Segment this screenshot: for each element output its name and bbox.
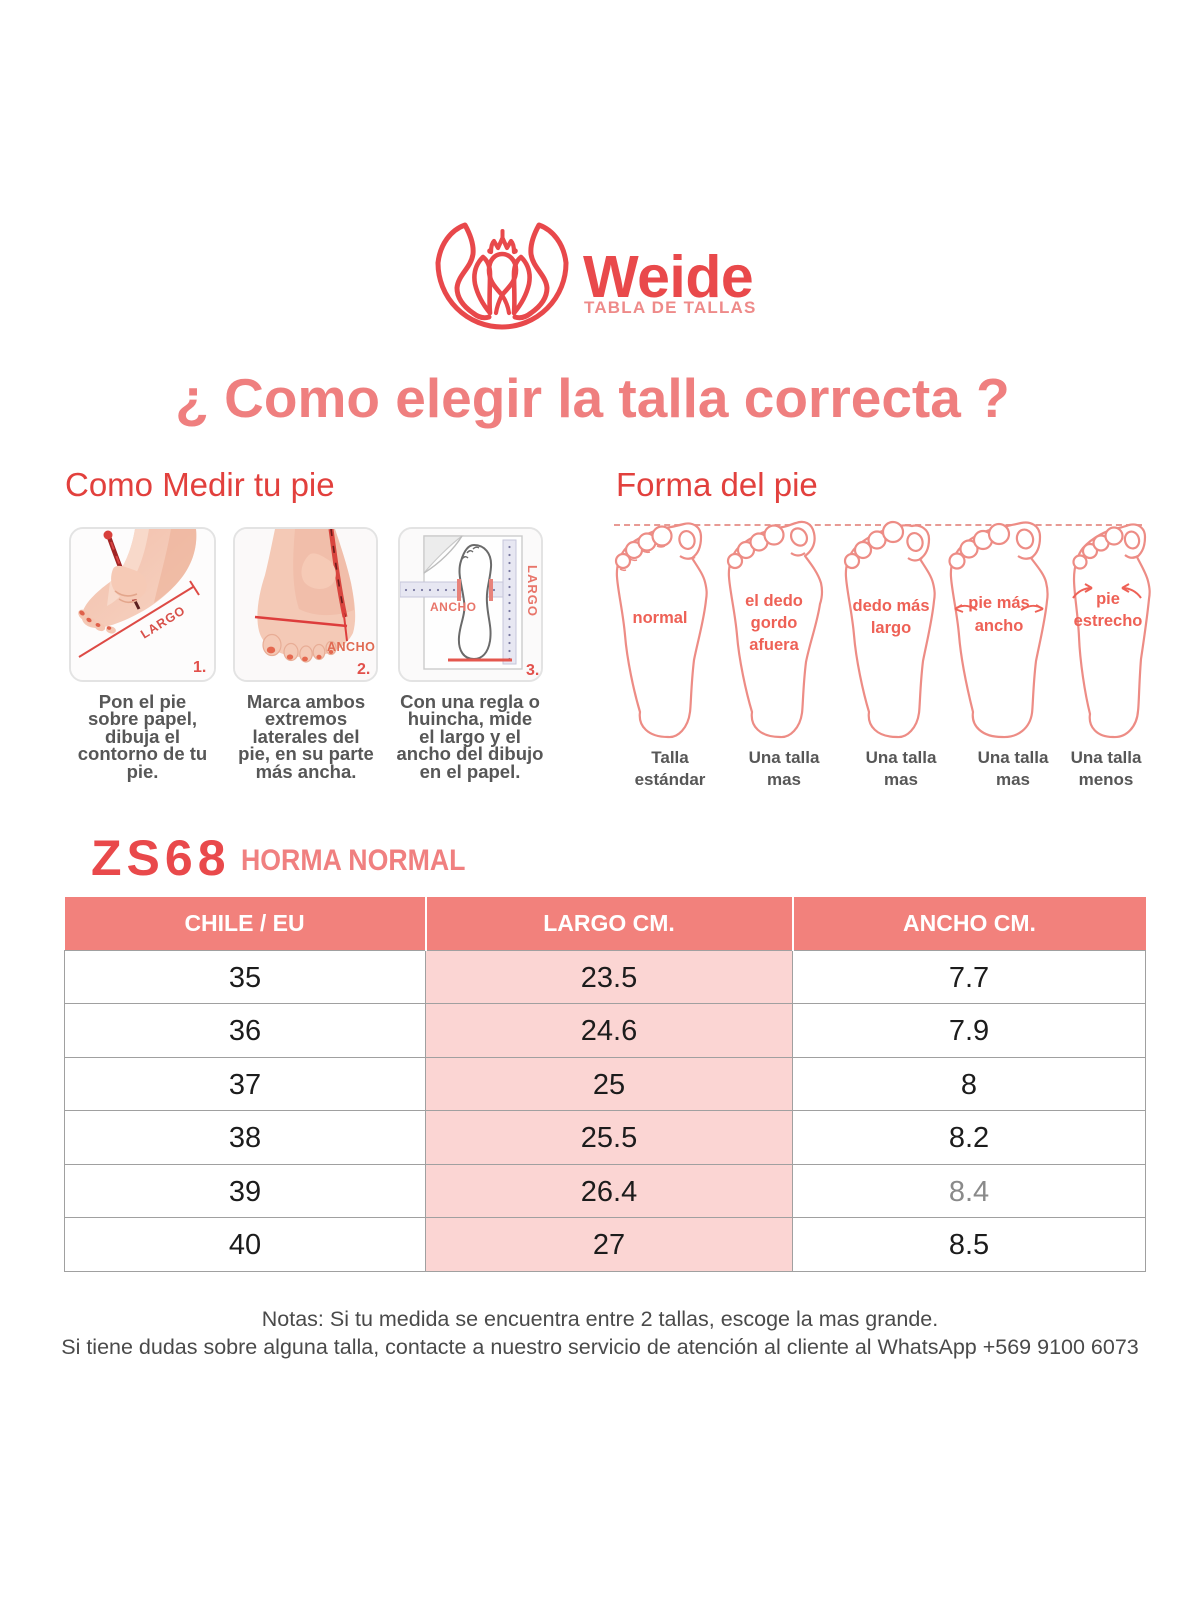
- svg-text:3.: 3.: [526, 662, 539, 679]
- svg-text:2.: 2.: [357, 661, 370, 678]
- svg-text:ancho: ancho: [975, 617, 1024, 635]
- svg-text:1.: 1.: [193, 659, 206, 676]
- svg-text:afuera: afuera: [749, 636, 799, 654]
- svg-text:ANCHO: ANCHO: [327, 640, 375, 654]
- svg-text:largo: largo: [871, 619, 911, 637]
- svg-text:estrecho: estrecho: [1074, 612, 1143, 630]
- svg-text:gordo: gordo: [751, 614, 798, 632]
- svg-text:LARGO: LARGO: [525, 565, 540, 617]
- svg-text:el dedo: el dedo: [745, 592, 803, 610]
- svg-text:ANCHO: ANCHO: [430, 600, 477, 614]
- svg-text:pie más: pie más: [968, 594, 1029, 612]
- svg-text:dedo más: dedo más: [852, 597, 929, 615]
- svg-text:normal: normal: [632, 609, 687, 627]
- svg-text:pie: pie: [1096, 590, 1120, 608]
